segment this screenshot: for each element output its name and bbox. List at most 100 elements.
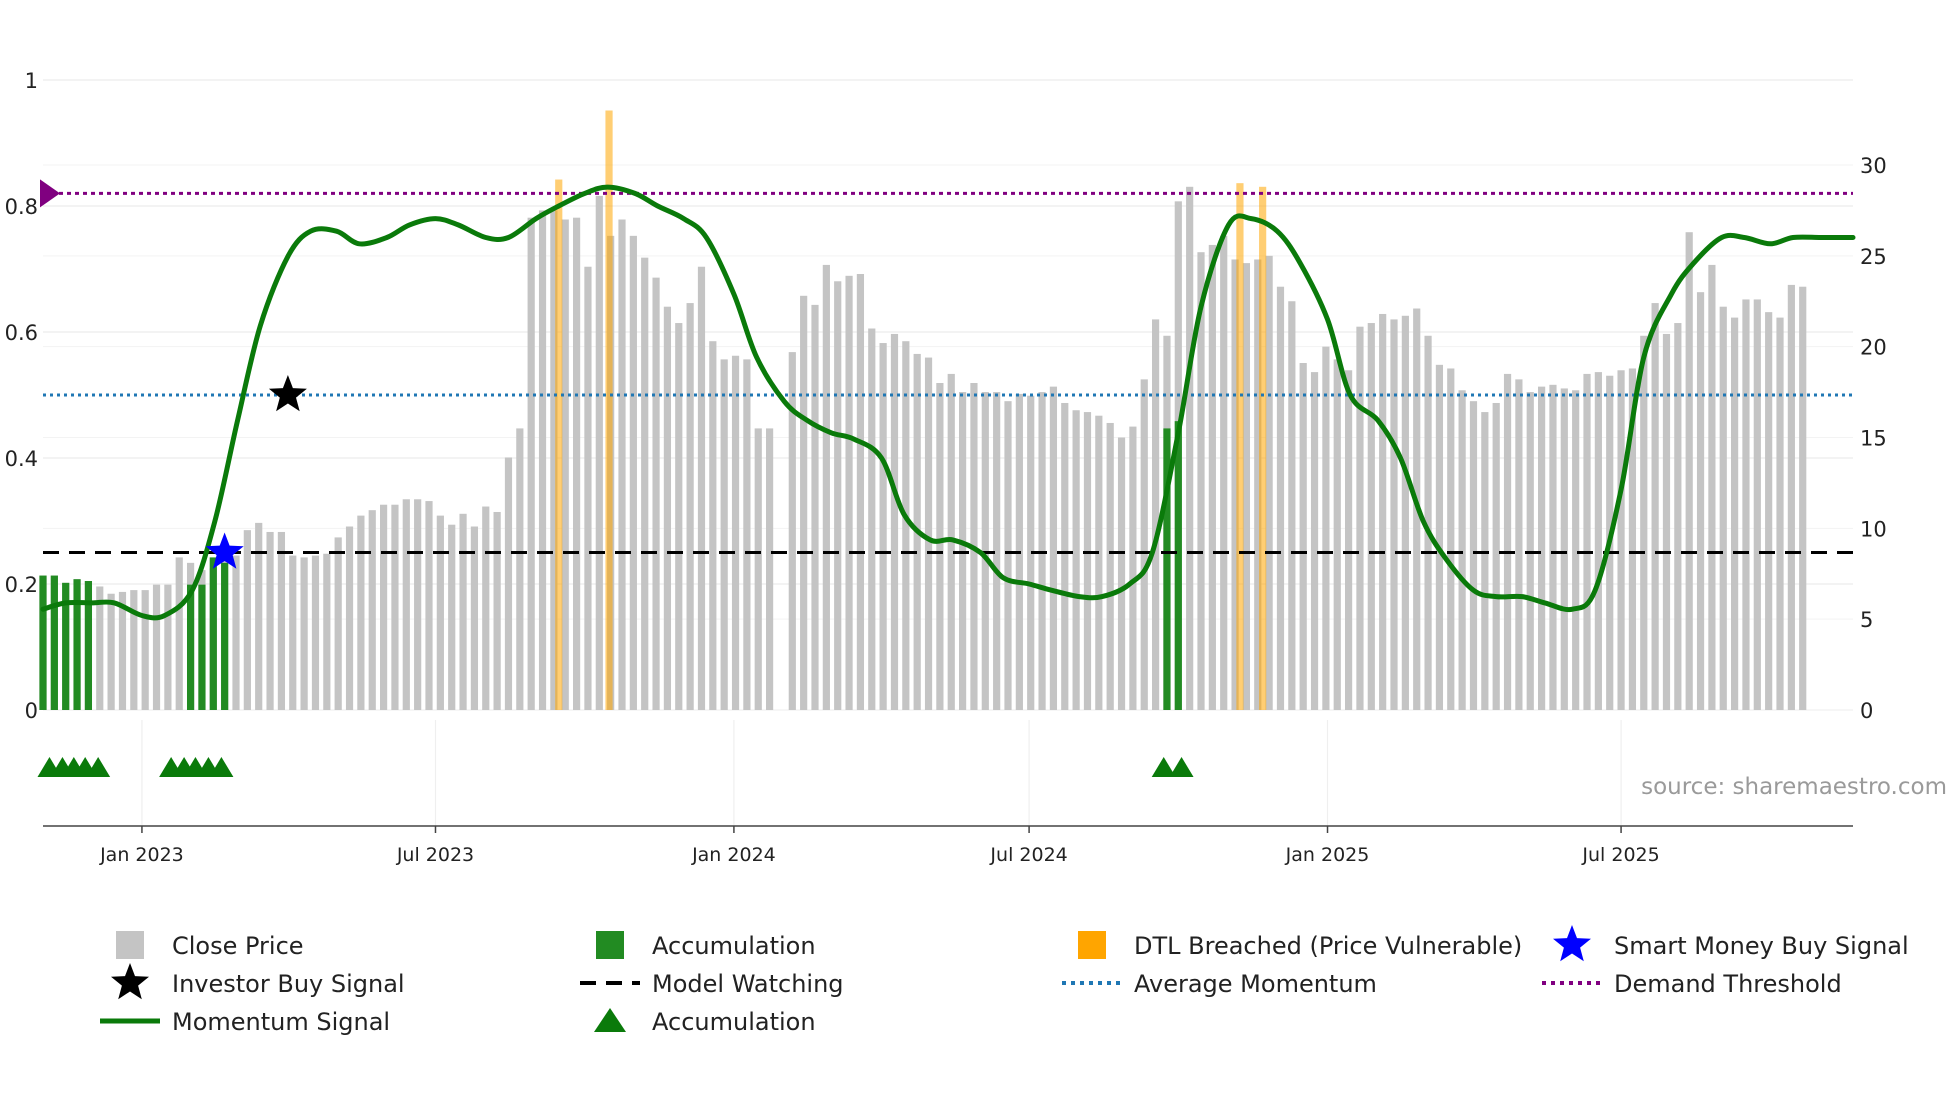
accumulation-marker xyxy=(1151,757,1176,777)
legend-item-accumulation_bar: Accumulation xyxy=(596,931,816,960)
close-price-bar xyxy=(130,590,138,710)
close-price-bar xyxy=(868,328,876,710)
close-price-bar xyxy=(731,355,740,710)
demand-threshold-marker xyxy=(40,179,60,208)
close-price-bar xyxy=(1538,386,1546,710)
close-price-bar xyxy=(1435,364,1444,710)
close-price-bar xyxy=(890,333,899,710)
close-price-bar xyxy=(1628,368,1637,710)
close-price-bar xyxy=(1004,401,1012,710)
close-price-bar xyxy=(1117,437,1126,710)
close-price-bar xyxy=(879,343,887,710)
accumulation-bar xyxy=(84,581,93,710)
close-price-bar xyxy=(243,530,251,710)
close-price-bar xyxy=(924,357,933,710)
legend-star-icon xyxy=(1553,925,1591,962)
legend-item-average_momentum: Average Momentum xyxy=(1062,970,1377,998)
legend-item-smart_money: Smart Money Buy Signal xyxy=(1553,925,1909,962)
accumulation-bar xyxy=(1163,428,1171,710)
close-price-bar xyxy=(584,266,592,710)
close-price-bar xyxy=(1345,370,1353,710)
close-price-bar xyxy=(164,584,172,710)
legend-triangle-icon xyxy=(594,1008,626,1032)
close-price-bar xyxy=(470,526,479,710)
legend-swatch xyxy=(1078,931,1106,959)
legend-label: Close Price xyxy=(172,932,304,960)
close-price-bar xyxy=(482,506,490,710)
y-right-tick-label: 15 xyxy=(1860,427,1887,451)
close-price-bar xyxy=(993,392,1001,710)
close-price-bar xyxy=(697,266,706,710)
close-price-bar xyxy=(357,515,365,710)
legend-star-icon xyxy=(111,963,149,1000)
x-tick-label: Jan 2024 xyxy=(691,844,776,866)
close-price-bar xyxy=(175,557,183,710)
close-price-bar xyxy=(334,537,342,710)
close-price-bar xyxy=(652,277,660,710)
accumulation-bar xyxy=(198,584,206,710)
close-price-bar xyxy=(1254,259,1262,710)
close-price-bar xyxy=(504,457,513,710)
accumulation-bar xyxy=(50,575,58,710)
close-price-bar xyxy=(1276,286,1285,710)
legend-label: Smart Money Buy Signal xyxy=(1614,932,1909,960)
close-price-bar xyxy=(1617,370,1625,710)
close-price-bar xyxy=(743,359,751,710)
close-price-bar xyxy=(856,274,865,710)
close-price-bar xyxy=(1072,410,1080,710)
close-price-bar xyxy=(936,383,944,710)
close-price-bar xyxy=(1696,292,1705,710)
momentum-signal-line xyxy=(40,184,1856,621)
close-price-bar xyxy=(595,195,603,711)
close-price-bar xyxy=(402,499,410,710)
legend-swatch xyxy=(116,931,144,959)
close-price-bar xyxy=(107,593,115,710)
accumulation-marker xyxy=(1169,757,1194,777)
dtl-breached-bar xyxy=(555,179,563,711)
legend-item-model_watching: Model Watching xyxy=(580,970,844,998)
x-tick-label: Jul 2024 xyxy=(989,844,1067,866)
y-right-tick-label: 0 xyxy=(1860,699,1873,723)
close-price-bar xyxy=(1651,303,1659,710)
close-price-bar xyxy=(675,323,683,710)
close-price-bar xyxy=(1129,426,1137,710)
close-price-bar xyxy=(561,219,569,710)
close-price-bar xyxy=(1674,323,1682,710)
close-price-bar xyxy=(379,504,388,710)
close-price-bar xyxy=(822,264,830,710)
close-price-bar xyxy=(1390,319,1398,710)
legend-item-demand_threshold: Demand Threshold xyxy=(1542,970,1842,998)
x-tick-label: Jan 2023 xyxy=(99,844,184,866)
close-price-bar xyxy=(811,304,819,710)
close-price-bar xyxy=(1560,388,1568,710)
close-price-bar xyxy=(391,504,399,710)
legend-label: Investor Buy Signal xyxy=(172,970,405,998)
close-price-bar xyxy=(834,281,842,710)
legend: Close Price Accumulation DTL Breached (Pri… xyxy=(100,925,1909,1036)
close-price-bar xyxy=(448,524,456,710)
close-price-bars xyxy=(39,186,1807,711)
close-price-bar xyxy=(1719,306,1727,710)
close-price-bar xyxy=(1197,252,1205,710)
close-price-bar xyxy=(516,428,524,710)
legend-label: Momentum Signal xyxy=(172,1008,390,1036)
close-price-bar xyxy=(152,584,161,710)
accumulation-bar xyxy=(1174,421,1182,710)
legend-label: Average Momentum xyxy=(1134,970,1377,998)
accumulation-bar xyxy=(73,579,81,710)
y-left-tick-label: 0.6 xyxy=(5,321,38,345)
dtl-breached-bar xyxy=(1236,183,1244,710)
legend-label: Accumulation xyxy=(652,932,816,960)
close-price-bar xyxy=(663,306,672,710)
close-price-bar xyxy=(550,210,558,710)
close-price-bar xyxy=(709,341,717,710)
legend-item-momentum_signal: Momentum Signal xyxy=(100,1008,390,1036)
dtl-breached-bar xyxy=(1259,186,1267,711)
close-price-bar xyxy=(1594,372,1602,710)
close-price-bar xyxy=(527,217,535,710)
close-price-bar xyxy=(1640,335,1648,710)
close-price-bar xyxy=(1333,359,1341,710)
smart-money-buy-signal-star xyxy=(205,532,244,569)
close-price-bar xyxy=(1481,412,1489,710)
y-right-tick-label: 20 xyxy=(1860,336,1887,360)
